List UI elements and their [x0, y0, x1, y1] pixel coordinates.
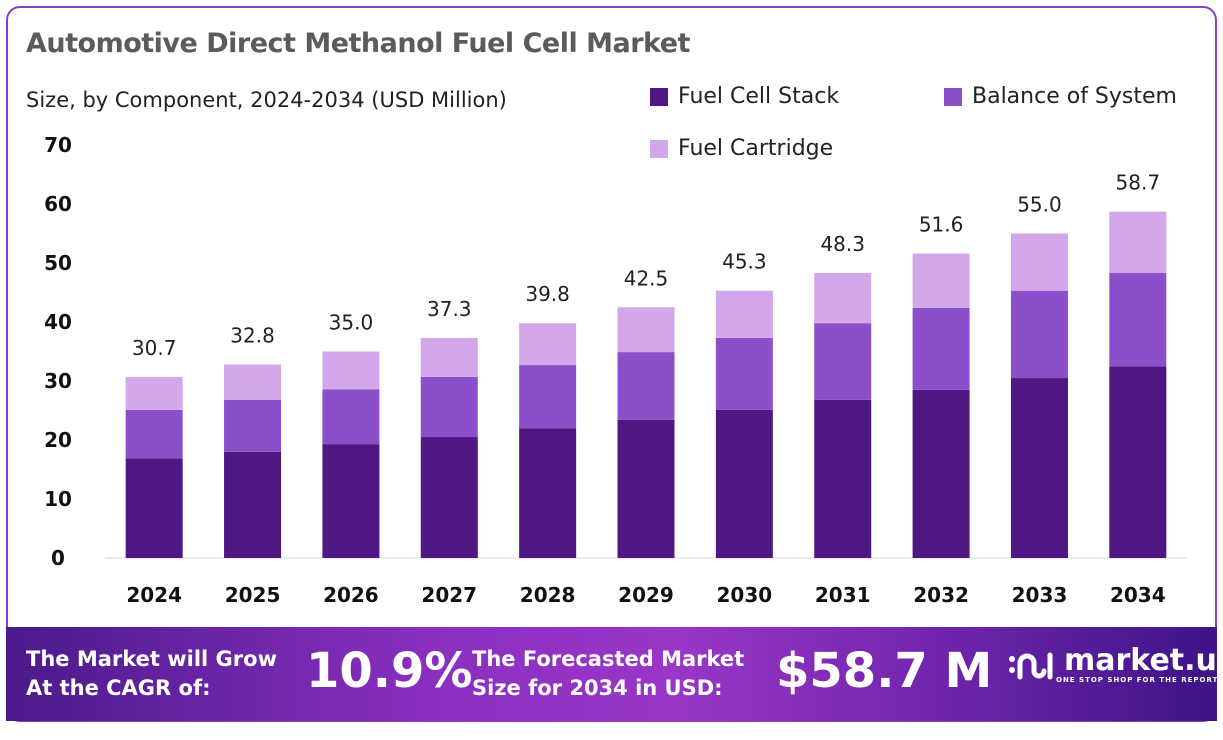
- y-tick-label: 50: [44, 251, 72, 275]
- bar-segment-balance-of-system: [224, 399, 282, 452]
- bar-segment-fuel-cell-stack: [1109, 366, 1167, 558]
- bar-segment-fuel-cartridge: [617, 307, 675, 353]
- bar-segment-fuel-cartridge: [322, 351, 380, 390]
- y-tick-label: 10: [44, 487, 72, 511]
- bar-segment-fuel-cell-stack: [224, 451, 282, 558]
- bar-segment-fuel-cartridge: [814, 273, 872, 324]
- total-label: 42.5: [624, 266, 669, 290]
- bar-segment-balance-of-system: [715, 337, 773, 410]
- total-label: 45.3: [722, 250, 767, 274]
- y-tick-label: 20: [44, 428, 72, 452]
- x-tick-label: 2034: [1110, 583, 1166, 607]
- bar-segment-fuel-cartridge: [125, 376, 183, 410]
- total-label: 55.0: [1017, 193, 1062, 217]
- total-label: 48.3: [820, 232, 865, 256]
- forecast-value: $58.7 M: [776, 643, 993, 699]
- bar-segment-balance-of-system: [420, 376, 478, 438]
- bar-segment-fuel-cell-stack: [814, 399, 872, 558]
- bar-segment-fuel-cell-stack: [125, 458, 183, 558]
- y-tick-label: 30: [44, 369, 72, 393]
- bar-segment-balance-of-system: [125, 409, 183, 459]
- total-label: 58.7: [1116, 171, 1161, 195]
- bar-segment-fuel-cell-stack: [617, 419, 675, 558]
- bar-segment-balance-of-system: [322, 389, 380, 445]
- cagr-value: 10.9%: [306, 643, 473, 699]
- bar-segment-fuel-cartridge: [224, 364, 282, 400]
- legend-balance-of-system: Balance of System: [944, 84, 1177, 109]
- bar-segment-fuel-cell-stack: [715, 409, 773, 558]
- total-label: 37.3: [427, 297, 472, 321]
- x-tick-label: 2031: [815, 583, 871, 607]
- bar-segment-balance-of-system: [617, 352, 675, 420]
- cagr-label: The Market will Grow At the CAGR of:: [26, 647, 277, 700]
- x-tick-label: 2032: [913, 583, 969, 607]
- bar-segment-balance-of-system: [519, 365, 577, 429]
- logo-icon: [1009, 652, 1053, 680]
- x-tick-label: 2033: [1012, 583, 1068, 607]
- market-us-logo: market.us ONE STOP SHOP FOR THE REPORTS: [1006, 645, 1223, 685]
- bar-segment-fuel-cell-stack: [1010, 378, 1068, 558]
- bar-segment-balance-of-system: [814, 323, 872, 400]
- x-tick-label: 2025: [225, 583, 281, 607]
- bar-segment-fuel-cell-stack: [519, 428, 577, 558]
- bar-segment-fuel-cartridge: [1109, 211, 1167, 274]
- x-tick-label: 2027: [421, 583, 477, 607]
- chart-title: Automotive Direct Methanol Fuel Cell Mar…: [26, 28, 690, 59]
- y-tick-label: 40: [44, 310, 72, 334]
- legend-fuel-cell-stack: Fuel Cell Stack: [650, 84, 839, 109]
- total-label: 32.8: [230, 323, 275, 347]
- x-tick-label: 2030: [717, 583, 773, 607]
- total-label: 30.7: [132, 336, 177, 360]
- x-tick-label: 2024: [126, 583, 182, 607]
- legend-fuel-cartridge: Fuel Cartridge: [650, 136, 833, 161]
- x-tick-label: 2029: [618, 583, 674, 607]
- total-label: 35.0: [329, 311, 374, 335]
- x-tick-label: 2028: [520, 583, 576, 607]
- bar-segment-fuel-cell-stack: [322, 444, 380, 558]
- y-tick-label: 60: [44, 192, 72, 216]
- bar-segment-balance-of-system: [1109, 273, 1167, 367]
- bar-segment-fuel-cartridge: [519, 323, 577, 366]
- chart-frame: [6, 6, 1217, 722]
- bar-segment-fuel-cell-stack: [420, 437, 478, 558]
- y-tick-label: 0: [51, 546, 65, 570]
- total-label: 39.8: [525, 282, 570, 306]
- bar-segment-fuel-cell-stack: [912, 389, 970, 558]
- bar-segment-balance-of-system: [1010, 290, 1068, 379]
- bar-segment-balance-of-system: [912, 307, 970, 390]
- bar-segment-fuel-cartridge: [912, 253, 970, 308]
- footer-banner: The Market will Grow At the CAGR of: 10.9…: [6, 627, 1223, 721]
- total-label: 51.6: [919, 213, 964, 237]
- chart-subtitle: Size, by Component, 2024-2034 (USD Milli…: [26, 88, 507, 112]
- forecast-label: The Forecasted Market Size for 2034 in US…: [472, 647, 745, 700]
- bar-segment-fuel-cartridge: [715, 290, 773, 338]
- bar-segment-fuel-cartridge: [1010, 233, 1068, 291]
- bar-segment-fuel-cartridge: [420, 337, 478, 377]
- x-tick-label: 2026: [323, 583, 379, 607]
- y-tick-label: 70: [44, 133, 72, 157]
